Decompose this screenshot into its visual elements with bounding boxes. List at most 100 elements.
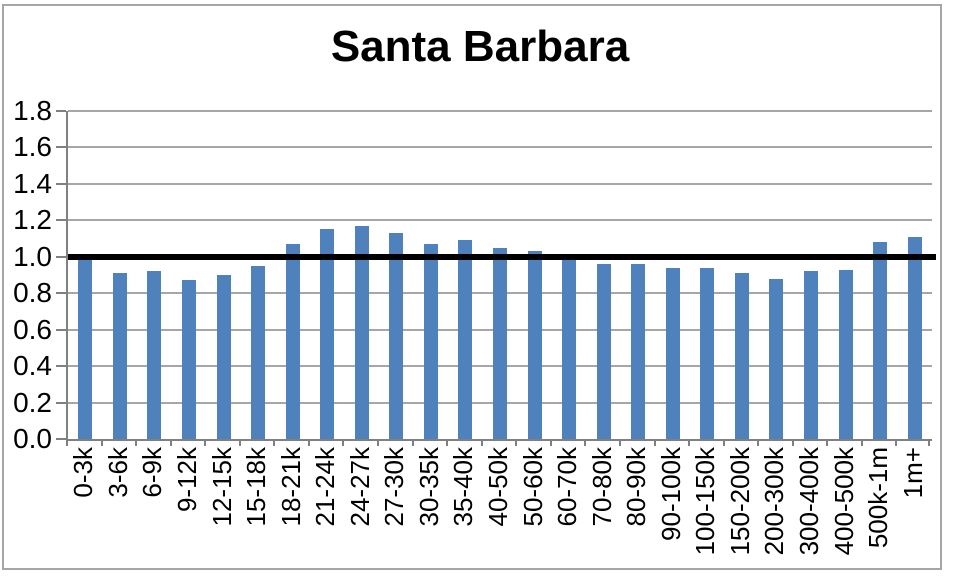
x-axis-label: 100-150k <box>690 447 721 556</box>
x-axis-label: 24-27k <box>344 447 375 527</box>
x-label-cell: 30-35k <box>412 447 447 569</box>
x-tick <box>549 441 552 446</box>
x-tick <box>584 441 587 446</box>
x-axis-label: 6-9k <box>137 447 168 498</box>
y-tick <box>56 292 66 295</box>
bar-15-18k <box>251 265 266 439</box>
bar-6-9k <box>147 271 162 439</box>
y-tick <box>56 110 66 112</box>
bar-21-24k <box>320 229 335 439</box>
x-axis-label: 1m+ <box>897 447 928 499</box>
bar-0-3k <box>78 258 93 439</box>
x-axis-label: 12-15k <box>206 447 237 527</box>
y-axis-label: 0.0 <box>13 423 52 454</box>
bar-9-12k <box>181 280 196 439</box>
y-tick <box>56 255 66 258</box>
x-axis-ticks <box>66 441 934 447</box>
x-label-cell: 1m+ <box>895 447 930 569</box>
x-tick <box>895 441 898 446</box>
x-tick <box>618 441 621 446</box>
x-axis-label: 9-12k <box>171 447 202 513</box>
x-label-cell: 15-18k <box>239 447 274 569</box>
x-label-cell: 60-70k <box>550 447 585 569</box>
x-label-cell: 400-500k <box>826 447 861 569</box>
gridline <box>68 146 932 149</box>
bar-90-100k <box>665 267 680 439</box>
bar-60-70k <box>562 260 577 439</box>
bar-27-30k <box>389 233 404 439</box>
x-axis-label: 90-100k <box>655 447 686 541</box>
x-tick <box>446 441 449 446</box>
x-tick <box>204 441 207 446</box>
x-tick <box>411 441 414 446</box>
y-axis-label: 1.0 <box>13 240 52 272</box>
x-label-cell: 70-80k <box>584 447 619 569</box>
bar-70-80k <box>596 264 611 439</box>
x-tick <box>757 441 760 446</box>
x-axis-label: 27-30k <box>379 447 410 527</box>
x-tick <box>791 441 794 446</box>
x-tick <box>480 441 483 446</box>
gridline <box>68 182 932 185</box>
bar-50-60k <box>527 251 542 439</box>
x-label-cell: 6-9k <box>135 447 170 569</box>
x-axis-label: 500k-1m <box>863 447 894 549</box>
bar-150-200k <box>734 273 749 439</box>
bar-400-500k <box>838 269 853 439</box>
gridline <box>68 219 932 222</box>
x-tick <box>342 441 345 446</box>
x-axis-label: 40-50k <box>482 447 513 527</box>
plot-area <box>66 110 936 441</box>
x-tick <box>238 441 241 446</box>
x-tick <box>100 441 103 446</box>
y-tick <box>56 401 66 404</box>
x-tick <box>515 441 518 446</box>
x-axis-labels: 0-3k 3-6k 6-9k 9-12k 12-15k 15-18k 18-21k 21-24… <box>66 447 930 569</box>
bar-3-6k <box>112 273 127 439</box>
x-label-cell: 40-50k <box>481 447 516 569</box>
x-label-cell: 200-300k <box>757 447 792 569</box>
x-label-cell: 80-90k <box>619 447 654 569</box>
x-tick <box>377 441 380 446</box>
reference-line <box>68 253 936 260</box>
y-tick <box>56 365 66 368</box>
x-tick <box>722 441 725 446</box>
x-label-cell: 0-3k <box>66 447 101 569</box>
x-label-cell: 300-400k <box>792 447 827 569</box>
x-label-cell: 12-15k <box>204 447 239 569</box>
chart-frame <box>2 4 942 570</box>
x-axis-label: 300-400k <box>794 447 825 556</box>
x-label-cell: 9-12k <box>170 447 205 569</box>
chart-title: Santa Barbara <box>330 22 630 71</box>
bar-30-35k <box>423 244 438 439</box>
x-axis-label: 400-500k <box>828 447 859 556</box>
y-axis-label: 0.4 <box>13 350 52 382</box>
bar-500k-1m <box>873 242 888 439</box>
bar-1m+ <box>907 236 922 439</box>
x-label-cell: 90-100k <box>654 447 689 569</box>
bar-80-90k <box>631 264 646 439</box>
bar-24-27k <box>354 225 369 439</box>
y-tick <box>56 438 66 440</box>
x-tick <box>273 441 276 446</box>
x-tick <box>135 441 138 446</box>
x-label-cell: 21-24k <box>308 447 343 569</box>
y-axis-label: 0.6 <box>13 313 52 345</box>
y-axis-label: 1.8 <box>13 95 52 126</box>
y-axis-label: 0.8 <box>13 277 52 309</box>
x-label-cell: 100-150k <box>688 447 723 569</box>
y-axis-label: 1.6 <box>13 131 52 163</box>
x-tick <box>169 441 172 446</box>
x-axis-label: 50-60k <box>517 447 548 527</box>
x-tick <box>688 441 691 446</box>
y-axis-ticks <box>56 110 66 443</box>
x-axis-label: 21-24k <box>310 447 341 527</box>
bar-12-15k <box>216 275 231 439</box>
y-tick <box>56 182 66 185</box>
bar-40-50k <box>493 247 507 439</box>
x-tick <box>307 441 310 446</box>
x-label-cell: 35-40k <box>446 447 481 569</box>
x-tick <box>653 441 656 446</box>
x-axis-label: 60-70k <box>552 447 583 527</box>
x-axis-label: 200-300k <box>759 447 790 556</box>
